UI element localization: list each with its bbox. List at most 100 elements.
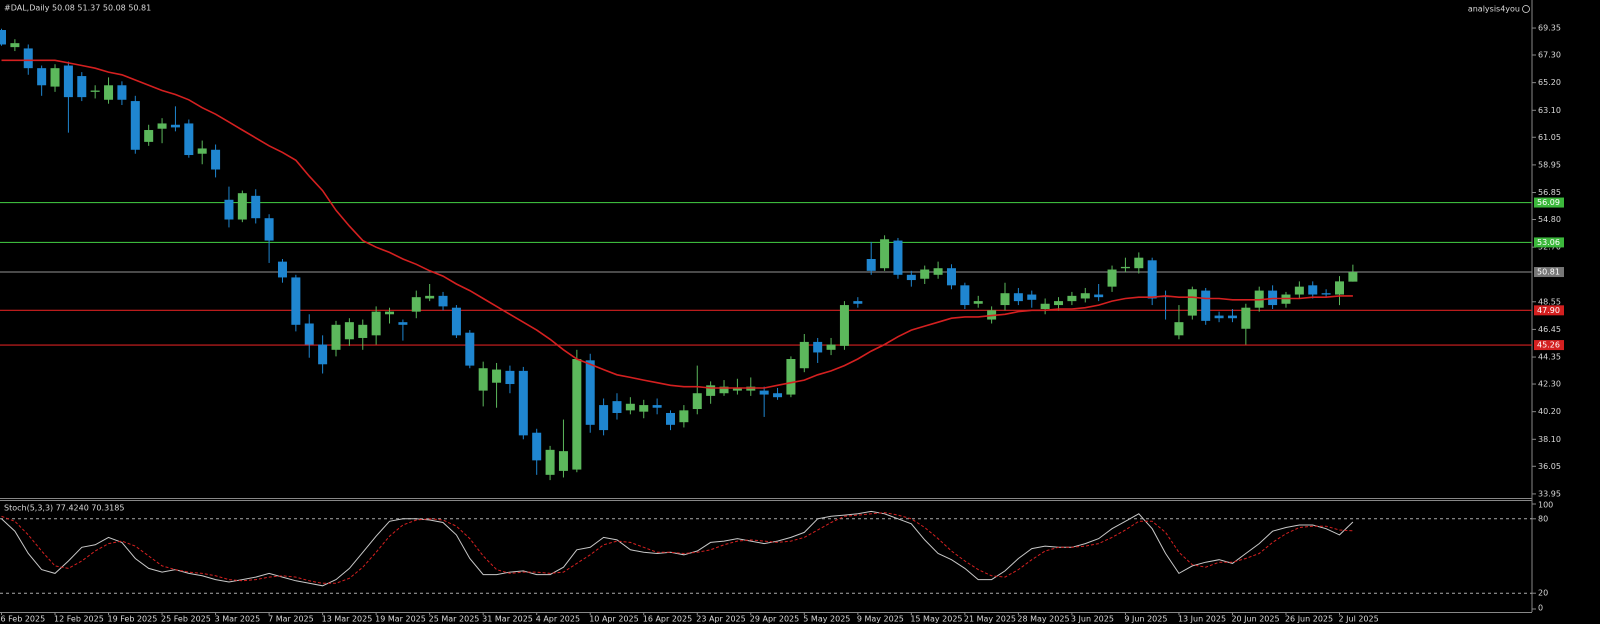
candle-body (63, 65, 73, 98)
candle-body (465, 332, 475, 366)
y-tick-label: 63.10 (1538, 106, 1561, 115)
candle-body (318, 344, 328, 365)
y-tick-label: 40.20 (1538, 407, 1561, 416)
y-tick-label: 38.10 (1538, 435, 1561, 444)
candle-body (358, 324, 368, 338)
candle-body (786, 359, 796, 395)
candle-body (679, 410, 689, 423)
candle-body (344, 322, 354, 340)
watermark-icon (1522, 5, 1530, 13)
axes: 69.35 67.30 65.20 63.10 61.05 58.95 56.85 54.80… (1, 24, 1564, 624)
y-tick-label: 69.35 (1538, 24, 1561, 33)
candle-body (157, 123, 167, 129)
x-tick-label: 3 Mar 2025 (215, 615, 261, 624)
candle-body (719, 386, 729, 394)
x-tick-label: 21 May 2025 (964, 615, 1016, 624)
candle-body (237, 193, 247, 220)
y-tick-label: 65.20 (1538, 78, 1561, 87)
candle-body (1013, 293, 1023, 302)
candle-body (1335, 281, 1344, 295)
candle-body (1107, 269, 1117, 287)
candle-body (451, 307, 461, 336)
candle-body (492, 369, 502, 383)
y-tick-label: 44.35 (1538, 353, 1561, 362)
candle-body (23, 48, 33, 69)
candle-body (906, 274, 916, 281)
candle-body (10, 43, 20, 48)
level-label-box (1534, 197, 1564, 208)
candle-body (1227, 315, 1237, 319)
y-tick-label: 61.05 (1538, 133, 1561, 142)
level-label-box (1534, 267, 1564, 278)
candle-body (144, 130, 154, 142)
x-tick-label: 25 Feb 2025 (161, 615, 211, 624)
candle-body (211, 149, 221, 170)
y-tick-label: 80 (1538, 514, 1548, 523)
candle-body (170, 124, 180, 128)
x-tick-label: 29 Apr 2025 (750, 615, 799, 624)
candle-body (826, 344, 836, 350)
level-label: 47.90 (1537, 306, 1560, 315)
x-tick-label: 2 Jul 2025 (1339, 615, 1379, 624)
candle-body (0, 30, 6, 45)
candle-body (438, 295, 448, 307)
candle-body (813, 341, 823, 353)
candle-body (759, 390, 769, 395)
candle-body (277, 261, 287, 278)
x-tick-label: 12 Feb 2025 (54, 615, 104, 624)
candle-body (1308, 285, 1318, 295)
x-tick-label: 10 Apr 2025 (589, 615, 638, 624)
x-tick-label: 3 Jun 2025 (1071, 615, 1114, 624)
x-tick-label: 6 Feb 2025 (1, 615, 46, 624)
candle-body (304, 323, 314, 345)
x-tick-label: 4 Apr 2025 (536, 615, 580, 624)
candle-body (652, 405, 662, 408)
candle-body (1321, 293, 1331, 295)
candle-body (224, 199, 234, 220)
candle-body (666, 412, 675, 425)
candle-body (532, 432, 542, 461)
candle-body (960, 285, 970, 306)
level-label: 50.81 (1537, 268, 1560, 277)
y-tick-label: 67.30 (1538, 51, 1561, 60)
candle-body (893, 240, 903, 275)
candle-body (585, 360, 595, 425)
y-tick-label: 46.45 (1538, 325, 1561, 334)
candle-body (264, 218, 274, 241)
indicator-title: Stoch(5,3,3) 77.4240 70.3185 (4, 504, 124, 513)
candle-body (732, 387, 742, 391)
candle-body (866, 259, 876, 271)
x-tick-label: 19 Mar 2025 (375, 615, 426, 624)
candle-body (558, 451, 568, 471)
chart-title: #DAL,Daily 50.08 51.37 50.08 50.81 (4, 4, 151, 13)
price-panel (0, 28, 1532, 481)
y-tick-label: 58.95 (1538, 160, 1561, 169)
x-tick-label: 19 Feb 2025 (108, 615, 158, 624)
candle-body (117, 85, 127, 100)
candle-body (839, 305, 849, 346)
x-tick-label: 13 Mar 2025 (322, 615, 373, 624)
candle-body (572, 359, 582, 470)
candle-body (612, 401, 622, 413)
x-tick-label: 16 Apr 2025 (643, 615, 692, 624)
level-label-box (1534, 237, 1564, 248)
y-tick-label: 33.95 (1538, 489, 1561, 498)
candle-body (1214, 315, 1224, 319)
x-tick-label: 28 May 2025 (1017, 615, 1069, 624)
y-tick-label: 54.80 (1538, 215, 1561, 224)
candle-body (1294, 286, 1304, 295)
candle-body (1241, 307, 1251, 329)
candle-body (331, 324, 341, 350)
candle-body (799, 341, 809, 369)
candle-body (973, 301, 983, 304)
level-label-box (1534, 305, 1564, 316)
candle-body (371, 311, 381, 336)
x-tick-label: 23 Apr 2025 (696, 615, 745, 624)
candle-body (706, 385, 716, 396)
candle-body (478, 368, 488, 391)
stoch-panel (0, 510, 1532, 594)
candle-body (853, 301, 863, 304)
candle-body (920, 269, 930, 279)
candle-body (77, 76, 87, 98)
